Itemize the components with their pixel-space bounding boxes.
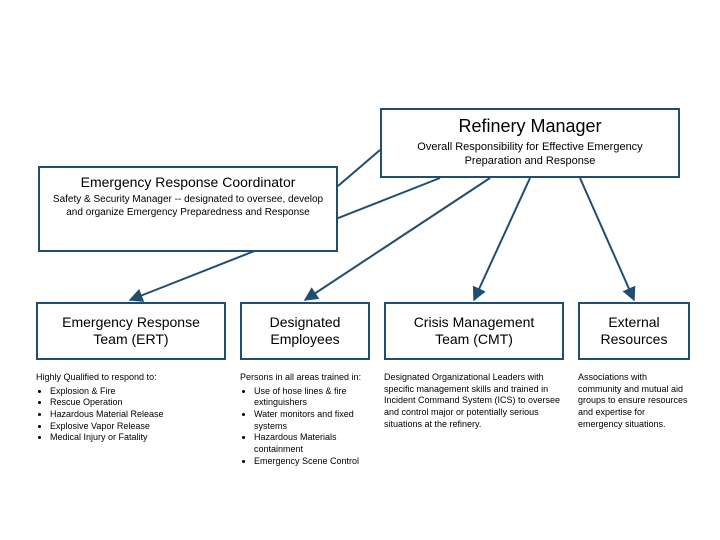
designated-lead: Persons in all areas trained in: [240, 372, 370, 384]
designated-list: Use of hose lines & fire extinguishersWa… [240, 386, 370, 468]
cmt-title: Crisis Management Team (CMT) [396, 314, 552, 349]
external-desc: Associations with community and mutual a… [578, 372, 690, 490]
ert-title-box: Emergency Response Team (ERT) [36, 302, 226, 360]
list-item: Rescue Operation [50, 397, 226, 409]
ert-list: Explosion & FireRescue OperationHazardou… [36, 386, 226, 444]
list-item: Hazardous Material Release [50, 409, 226, 421]
list-item: Explosion & Fire [50, 386, 226, 398]
external-text: Associations with community and mutual a… [578, 372, 688, 429]
ert-title: Emergency Response Team (ERT) [48, 314, 214, 349]
cmt-text: Designated Organizational Leaders with s… [384, 372, 560, 429]
erc-subtitle: Safety & Security Manager -- designated … [50, 194, 326, 219]
erc-box: Emergency Response Coordinator Safety & … [38, 166, 338, 252]
refinery-manager-title: Refinery Manager [392, 116, 668, 137]
list-item: Medical Injury or Fatality [50, 432, 226, 444]
list-item: Water monitors and fixed systems [254, 409, 370, 432]
cmt-title-box: Crisis Management Team (CMT) [384, 302, 564, 360]
ert-lead: Highly Qualified to respond to: [36, 372, 226, 384]
erc-title: Emergency Response Coordinator [50, 174, 326, 190]
external-title-box: External Resources [578, 302, 690, 360]
refinery-manager-subtitle: Overall Responsibility for Effective Eme… [392, 141, 668, 169]
list-item: Explosive Vapor Release [50, 421, 226, 433]
list-item: Emergency Scene Control [254, 456, 370, 468]
list-item: Use of hose lines & fire extinguishers [254, 386, 370, 409]
cmt-desc: Designated Organizational Leaders with s… [384, 372, 564, 490]
designated-title: Designated Employees [252, 314, 358, 349]
external-title: External Resources [590, 314, 678, 349]
list-item: Hazardous Materials containment [254, 432, 370, 455]
designated-title-box: Designated Employees [240, 302, 370, 360]
designated-desc: Persons in all areas trained in: Use of … [240, 372, 370, 500]
ert-desc: Highly Qualified to respond to: Explosio… [36, 372, 226, 480]
refinery-manager-box: Refinery Manager Overall Responsibility … [380, 108, 680, 178]
